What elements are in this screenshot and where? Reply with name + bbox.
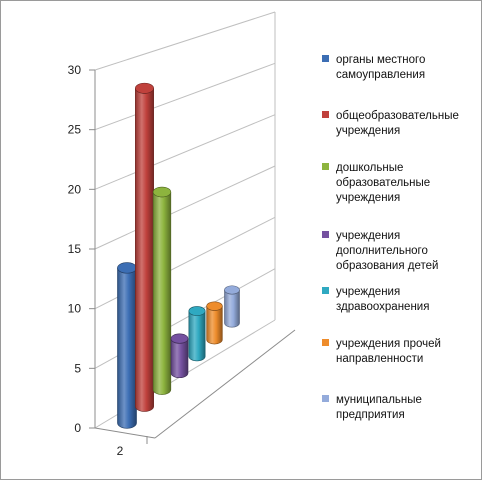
gridline [94,11,276,71]
bar-2 [135,82,154,412]
y-tick-label: 15 [68,242,82,256]
legend-item-3: дошкольные образовательные учреждения [322,162,430,204]
legend-swatch [322,111,329,118]
gridline [94,114,276,190]
bar-6 [206,301,223,345]
legend-label: направленности [336,353,423,365]
bar-body [170,338,189,379]
bar-body [206,306,223,345]
bar-body [152,191,172,395]
bar-top [170,333,189,344]
bar-top [188,306,206,316]
legend-label: учреждения [336,192,400,204]
legend-swatch [322,287,329,294]
gridline [94,165,276,250]
x-tick-label: 2 [117,444,124,458]
legend-swatch [322,55,329,62]
bar-top [135,82,154,94]
legend-item-6: учреждения прочей направленности [322,338,441,365]
bar-1 [117,262,137,429]
legend-swatch [322,395,329,402]
legend-item-7: муниципальные предприятия [322,394,422,421]
legend-label: дошкольные [336,162,403,174]
bar-body [224,289,240,328]
y-tick-label: 5 [74,361,81,375]
bar-body [188,310,206,362]
legend-label: самоуправления [336,69,425,81]
bar-top [152,186,172,198]
floor-right-edge [154,329,296,439]
legend-label: органы местного [336,54,425,66]
legend-label: здравоохранения [336,301,429,313]
legend-swatch [322,163,329,170]
legend-label: муниципальные [336,394,422,406]
bar-5 [188,306,206,362]
y-tick-label: 0 [74,421,81,435]
gridline [94,62,276,131]
legend-item-4: учреждения дополнительного образования дет… [322,230,438,272]
bar-4 [170,333,189,379]
y-tick-label: 30 [68,63,82,77]
legend-swatch [322,231,329,238]
legend-label: образования детей [336,260,438,272]
bar-top [224,285,240,295]
legend-label: учреждения [336,125,400,137]
y-tick-label: 20 [68,182,82,196]
y-tick-label: 10 [68,302,82,316]
legend-label: предприятия [336,409,405,421]
bar-top [206,301,223,311]
legend-label: учреждения [336,286,400,298]
legend-item-2: общеобразовательные учреждения [322,110,459,137]
legend-label: учреждения [336,230,400,242]
legend-label: учреждения прочей [336,338,441,350]
legend-item-5: учреждения здравоохранения [322,286,429,313]
bar-body [135,88,154,412]
bar-body [117,267,137,429]
bar-7 [224,285,240,328]
bar-3 [152,186,172,395]
legend-label: общеобразовательные [336,110,459,122]
legend-label: дополнительного [336,245,428,257]
floor-front-edge [94,427,156,439]
y-tick-label: 25 [68,123,82,137]
legend-swatch [322,339,329,346]
bar-top [117,262,137,274]
legend-item-1: органы местного самоуправления [322,54,425,81]
legend-label: образовательные [336,177,430,189]
